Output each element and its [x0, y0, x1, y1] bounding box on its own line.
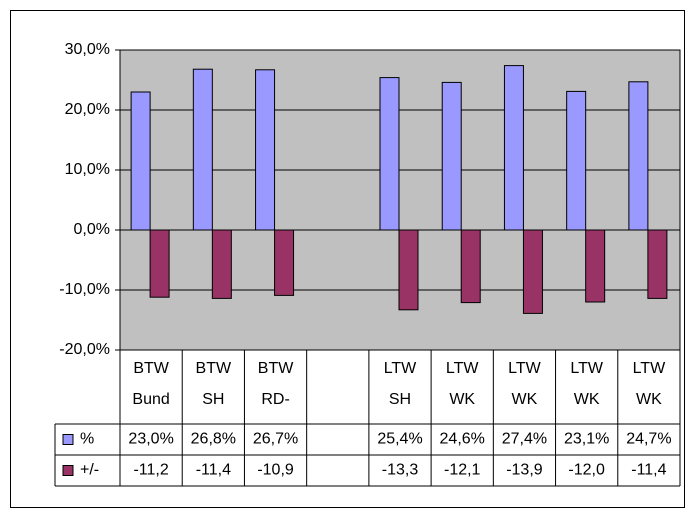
y-tick-label: 0,0% — [74, 221, 110, 238]
bar — [628, 81, 649, 231]
legend-label: % — [80, 431, 94, 448]
data-table-value: -12,0 — [568, 462, 605, 479]
legend-key — [62, 434, 74, 445]
x-tick-label: BTW SH — [195, 360, 232, 408]
bar — [255, 69, 276, 231]
x-tick-label: LTW SH — [383, 360, 417, 408]
data-table-value: 24,6% — [440, 431, 485, 448]
data-table-value: -11,2 — [133, 462, 168, 479]
data-table-value: 25,4% — [377, 431, 422, 448]
x-tick-label: BTW RD- — [257, 360, 294, 408]
legend-key — [62, 465, 74, 476]
legend-label: +/- — [80, 462, 99, 479]
data-table-value: 23,0% — [128, 431, 173, 448]
data-table-value: -10,9 — [257, 462, 294, 479]
bar — [274, 229, 295, 296]
y-tick-label: 20,0% — [65, 101, 110, 118]
bar — [398, 229, 419, 311]
x-tick-label: LTW WK — [570, 360, 603, 408]
y-tick-label: -20,0% — [59, 341, 110, 358]
data-table-value: 26,8% — [191, 431, 236, 448]
bar — [647, 229, 668, 299]
bar — [585, 229, 606, 303]
bar — [460, 229, 481, 304]
data-table-value: 27,4% — [502, 431, 547, 448]
data-table-value: 23,1% — [564, 431, 609, 448]
x-tick-label: LTW WK — [508, 360, 541, 408]
x-tick-label: BTW Bund — [132, 360, 170, 408]
data-table-value: -11,4 — [196, 462, 231, 479]
y-tick-label: 10,0% — [65, 161, 110, 178]
bar — [192, 68, 213, 231]
bar — [130, 91, 151, 231]
data-table-value: -13,3 — [382, 462, 419, 479]
data-table-value: -11,4 — [631, 462, 666, 479]
bar — [379, 77, 400, 231]
data-table-value: 24,7% — [626, 431, 671, 448]
y-tick-label: -10,0% — [59, 281, 110, 298]
data-table-value: -12,1 — [444, 462, 481, 479]
x-tick-label: LTW WK — [632, 360, 666, 408]
x-tick-label: LTW WK — [445, 360, 479, 408]
data-table-value: -13,9 — [506, 462, 543, 479]
bar — [441, 81, 462, 231]
bar — [211, 229, 232, 299]
y-tick-label: 30,0% — [65, 41, 110, 58]
bar — [566, 90, 587, 231]
bar — [503, 65, 524, 231]
bar — [522, 229, 543, 314]
bar — [149, 229, 170, 298]
data-table-value: 26,7% — [253, 431, 298, 448]
